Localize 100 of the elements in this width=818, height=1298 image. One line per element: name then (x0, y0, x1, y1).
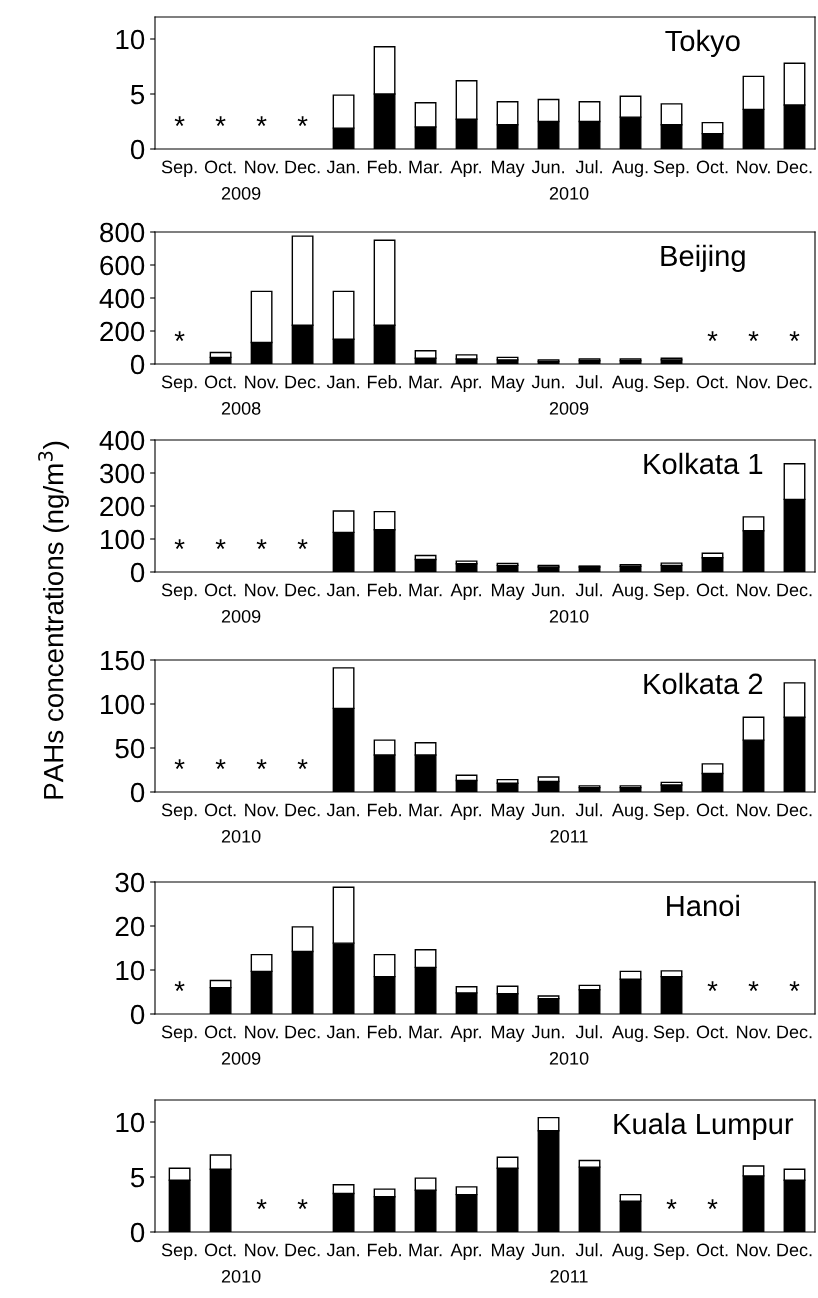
text: * (256, 539, 267, 549)
y-tick-label: 150 (101, 650, 145, 671)
x-tick-label: Sep. (161, 1243, 197, 1260)
y-axis-title: PAHs concentrations (ng/m$^{3}$) (38, 441, 69, 799)
x-tick-label: Jan. (326, 803, 359, 817)
x-tick-label: Jan. (326, 1243, 359, 1257)
bar (660, 562, 683, 567)
x-tick-label: Sep. (653, 375, 689, 392)
x-tick-label: Feb. (367, 803, 401, 817)
text: * (297, 539, 308, 549)
x-tick-label: Feb. (367, 375, 401, 389)
x-tick-label: Dec. (285, 375, 320, 389)
text: 2010 (549, 609, 589, 623)
x-tick-label: Oct. (204, 375, 236, 389)
x-tick-label: Apr. (450, 160, 481, 177)
text: 2011 (550, 829, 588, 843)
x-tick-label: May (491, 803, 525, 820)
text: 2011 (550, 1269, 588, 1283)
x-tick-label: Nov. (245, 1243, 278, 1257)
x-tick-label: Sep. (161, 583, 197, 600)
x-tick-label: Jun. (531, 583, 564, 597)
x-tick-label: Dec. (777, 160, 812, 174)
x-tick-label: Nov. (245, 1025, 278, 1039)
x-tick-label: Nov. (737, 1025, 770, 1039)
x-tick-label: Mar. (409, 803, 442, 817)
text: * (174, 116, 185, 126)
x-tick-label: Sep. (161, 803, 197, 820)
x-tick-label: Oct. (696, 1025, 728, 1039)
y-tick-label: 5 (130, 1167, 145, 1188)
chart-title: Hanoi (667, 894, 739, 917)
x-tick-label: Apr. (450, 1243, 481, 1260)
y-tick-label: 100 (101, 529, 145, 550)
x-tick-label: Mar. (409, 160, 442, 174)
text: * (174, 981, 185, 991)
x-tick-label: May (491, 375, 525, 392)
x-tick-label: Dec. (777, 583, 812, 597)
x-tick-label: Mar. (409, 1243, 442, 1257)
x-tick-label: Dec. (777, 1243, 812, 1257)
x-tick-label: May (491, 160, 525, 177)
x-tick-label: Oct. (696, 803, 728, 817)
x-tick-label: Nov. (245, 375, 278, 389)
text: * (174, 331, 185, 341)
y-tick-label: 300 (100, 463, 145, 484)
text: * (789, 981, 800, 991)
y-tick-label: 200 (100, 321, 145, 342)
text: * (297, 116, 308, 126)
text: 2009 (549, 401, 589, 415)
x-tick-label: Dec. (285, 1243, 320, 1257)
x-tick-label: Oct. (204, 160, 236, 174)
text: * (707, 331, 718, 341)
text: * (256, 1199, 267, 1209)
x-tick-label: Sep. (653, 160, 689, 177)
x-tick-label: Oct. (204, 1243, 236, 1257)
x-tick-label: Dec. (285, 803, 320, 817)
x-tick-label: Jul. (575, 583, 602, 597)
x-tick-label: Oct. (204, 1025, 236, 1039)
x-tick-label: Sep. (653, 583, 689, 600)
y-tick-label: 0 (130, 139, 145, 160)
y-tick-label: 100 (101, 694, 145, 715)
text: 2009 (221, 609, 261, 623)
x-tick-label: Feb. (367, 1243, 401, 1257)
y-tick-label: 400 (99, 288, 145, 309)
x-tick-label: Sep. (653, 803, 689, 820)
x-tick-label: Oct. (696, 1243, 728, 1257)
x-tick-label: Aug. (611, 375, 648, 392)
x-tick-label: Jul. (575, 1025, 602, 1039)
x-tick-label: Apr. (450, 1025, 481, 1042)
text: * (215, 539, 226, 549)
x-tick-label: Jul. (575, 803, 602, 817)
x-tick-label: Apr. (450, 803, 481, 820)
text: * (707, 981, 718, 991)
x-tick-label: Aug. (611, 1025, 648, 1042)
text: 2010 (221, 1269, 261, 1283)
x-tick-label: Dec. (777, 803, 812, 817)
chart-title: Kolkata 1 (644, 452, 763, 475)
y-tick-label: 20 (115, 916, 145, 937)
x-tick-label: Jun. (531, 160, 564, 174)
x-tick-label: Dec. (777, 375, 812, 389)
y-tick-label: 0 (130, 782, 145, 803)
x-tick-label: Mar. (409, 583, 442, 597)
x-tick-label: Nov. (737, 160, 770, 174)
x-tick-label: Apr. (450, 583, 481, 600)
text: * (666, 1199, 677, 1209)
y-tick-label: 30 (115, 872, 145, 893)
x-tick-label: Sep. (161, 1025, 197, 1042)
text: * (215, 759, 226, 769)
x-tick-label: Jun. (531, 803, 564, 817)
x-tick-label: Aug. (611, 583, 648, 600)
x-tick-label: May (491, 1025, 525, 1042)
y-tick-label: 0 (130, 1004, 145, 1025)
x-tick-label: Dec. (285, 1025, 320, 1039)
y-tick-label: 50 (115, 738, 145, 759)
text: 2008 (221, 401, 261, 415)
x-tick-label: Sep. (653, 1025, 689, 1042)
text: * (174, 759, 185, 769)
x-tick-label: Nov. (737, 803, 770, 817)
x-tick-label: Dec. (777, 1025, 812, 1039)
text: * (748, 331, 759, 341)
y-tick-label: 0 (130, 354, 145, 375)
y-tick-label: 10 (116, 960, 145, 981)
